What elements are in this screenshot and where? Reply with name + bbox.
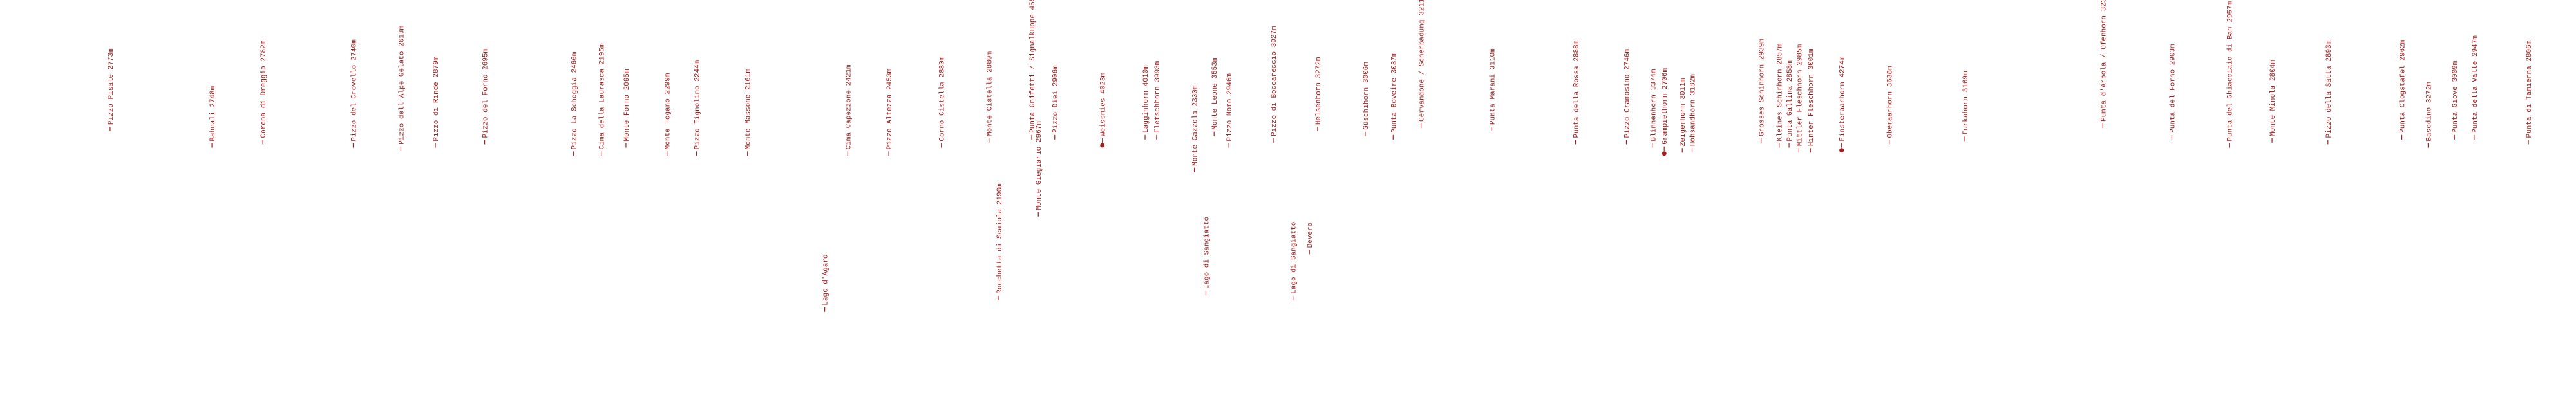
peak-label: Punta Giove 3009m <box>2452 60 2459 133</box>
peak-label: Punta Marani 3110m <box>1489 48 1497 125</box>
peak-label: Pizzo Altezza 2453m <box>886 69 894 150</box>
peak-label: Oberaarhorn 3638m <box>1887 66 1895 138</box>
peak-label: Punta della Rossa 2888m <box>1573 40 1580 138</box>
peak-label: Lago di Sangiatto <box>1291 222 1298 294</box>
peak-label: Monte Cazzola 2330m <box>1192 85 1200 166</box>
peak-label: Pizzo del Forno 2695m <box>482 48 490 138</box>
peak-label: Monte Minola 2804m <box>2269 60 2277 136</box>
peak-label: Grosses Schinhorn 2939m <box>1759 39 1766 136</box>
peak-label: Monte Leone 3553m <box>1211 57 1219 130</box>
peak-label: Corno Cistella 2880m <box>939 56 947 141</box>
peak-label: Pizzo Pisale 2773m <box>108 48 115 125</box>
peak-marker <box>1100 143 1105 148</box>
peak-label: Finsteraarhorn 4274m <box>1839 56 1847 141</box>
peak-label: Monte Cistella 2880m <box>987 51 994 136</box>
peak-label: Punta della Valle 2947m <box>2472 35 2479 133</box>
peak-marker <box>1839 148 1844 153</box>
peak-label: Weissmies 4023m <box>1100 73 1108 136</box>
peak-label: Punta Clogstafel 2962m <box>2400 39 2407 133</box>
peak-label: Corona di Dreggio 2782m <box>260 40 268 138</box>
peak-label: Kleines Schinhorn 2857m <box>1777 43 1785 141</box>
peak-label: Punta Gnifetti / Signalkuppe 4554m <box>1029 0 1037 133</box>
peak-label: Cima della Laurasca 2195m <box>599 43 607 149</box>
peak-label: Pizzo di Rinde 2879m <box>433 56 440 141</box>
peak-label: Pizzo Moro 2946m <box>1226 73 1234 142</box>
peak-label: Punta di Tamierna 2806m <box>2526 40 2533 138</box>
peak-label: Hinter Fleschhorn 3001m <box>1808 48 1815 146</box>
peak-label: Punta Boveire 3037m <box>1390 52 1398 133</box>
peak-label: Cima Capezzone 2421m <box>845 64 853 149</box>
peak-label: Pizzo Tignolino 2244m <box>694 60 702 149</box>
peak-label: Furkahorn 3169m <box>1962 71 1970 134</box>
peak-label: Grampielhorn 2706m <box>1662 68 1669 144</box>
peak-label: Lagginhorn 4010m <box>1142 65 1150 133</box>
peak-label: Punta d'Arbola / Ofenhorn 3235m <box>2100 0 2108 122</box>
peak-marker <box>1662 151 1667 156</box>
peak-label: Cervandone / Scherbadung 3211m <box>1419 0 1426 122</box>
peak-label: Pizzo di Boccareccio 3027m <box>1271 26 1278 136</box>
peak-label: Helsenhorn 3272m <box>1315 57 1323 125</box>
peak-label: Pizzo Diei 2906m <box>1052 65 1060 133</box>
peak-label: Rocchetta di Scaiola 2190m <box>996 183 1004 294</box>
peak-label: Lago d'Agaro <box>822 254 830 305</box>
peak-label: Punta del Ghiacciaio di Ban 2957m <box>2227 1 2235 141</box>
peak-label: Lago di Sangiatto <box>1203 217 1211 289</box>
peak-label: Mittler Fleschhorn 2985m <box>1796 44 1804 146</box>
peak-label: Monte Giegiario 2967m <box>1036 121 1043 210</box>
peak-label: Bahnali 2748m <box>209 86 217 141</box>
peak-label: Punta Gallina 2858m <box>1786 60 1794 142</box>
peak-label: Zeigerhorn 3011m <box>1680 78 1687 146</box>
peak-label: Pizzo del Crovello 2740m <box>350 39 358 142</box>
peak-label: Pizzo dell'Alpe Gelato 2613m <box>398 25 406 144</box>
peak-label: Monte Togano 2299m <box>665 73 672 149</box>
peak-label: Pizzo Cramosino 2746m <box>1624 48 1632 138</box>
peak-label: Güschihorn 3006m <box>1363 62 1370 130</box>
peak-label: Devero <box>1307 223 1314 248</box>
peak-label: Pizzo della Satta 2893m <box>2325 40 2333 138</box>
peak-label: Punta del Forno 2903m <box>2169 44 2177 133</box>
peak-label: Monte Massone 2161m <box>745 69 753 150</box>
peak-label: Hohsandhorn 3182m <box>1690 74 1698 147</box>
peak-label: Fletschhorn 3993m <box>1154 60 1162 133</box>
peak-label: Basodino 3272m <box>2425 82 2433 142</box>
peak-label: Blinnenhorn 3374m <box>1650 69 1658 142</box>
peak-label: Pizzo La Scheggia 2466m <box>571 51 578 149</box>
peak-label: Monte Forno 2095m <box>623 69 631 142</box>
